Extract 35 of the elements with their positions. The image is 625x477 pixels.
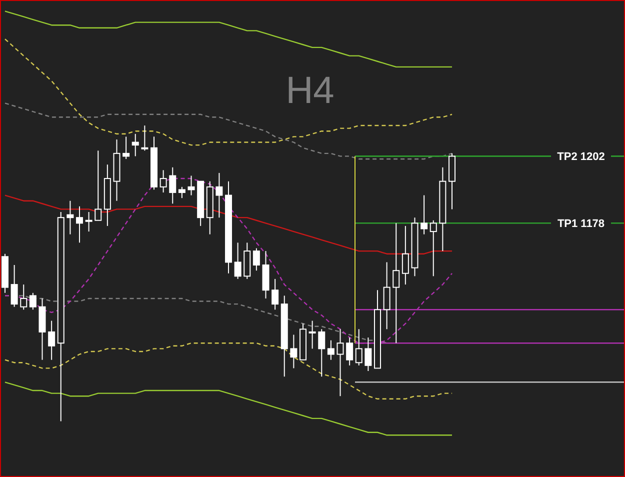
candlestick [169,166,176,204]
candlestick [383,262,390,330]
text: H4 [286,70,334,112]
ref-line-label: TP2 1202 [557,151,605,164]
candlestick [364,337,372,372]
candlestick [327,340,334,360]
candlestick [76,206,83,244]
candlestick [85,212,92,232]
candlestick [272,278,279,310]
candlestick [336,328,344,397]
candlestick [252,248,260,272]
candlestick [178,186,186,199]
candlestick [66,200,74,235]
candlestick [160,170,167,193]
candlestick [308,320,316,350]
candlestick [141,125,148,152]
candlestick [402,225,409,286]
candlestick [346,337,354,366]
candlestick [29,292,36,310]
candlestick [48,320,56,360]
candlestick [430,220,437,277]
candlestick [188,175,195,196]
candlestick [216,172,223,218]
candlestick [10,264,18,308]
ref-line-label: TP1 1178 [557,218,605,230]
candlestick [392,222,400,344]
candlestick [234,242,242,280]
candlestick [355,328,362,366]
candlestick [420,194,428,235]
candlestick [20,284,28,310]
candlestick [122,136,130,160]
candlestick [318,328,326,378]
candlestick [290,334,298,369]
candlestick [94,150,102,221]
candlestick [132,133,139,157]
